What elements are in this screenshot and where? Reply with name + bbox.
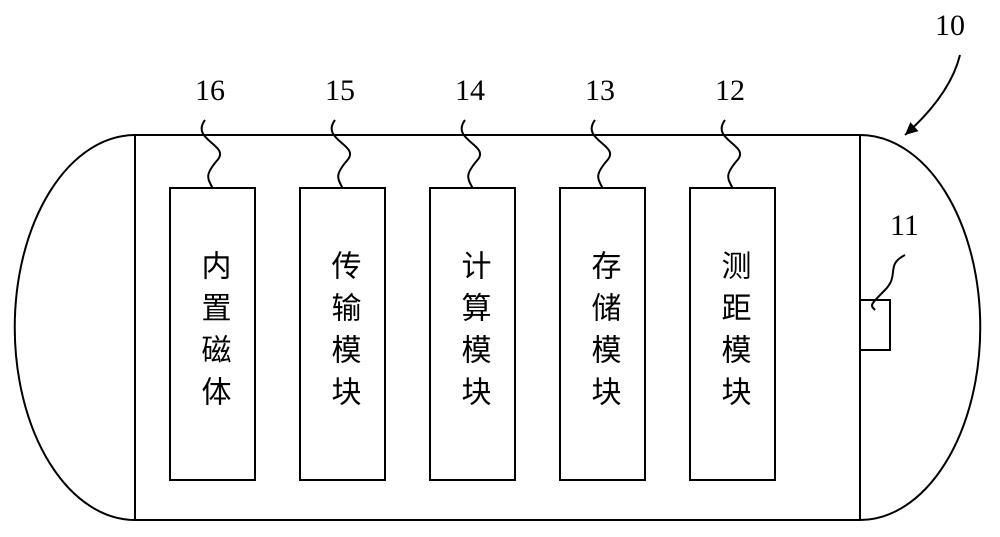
callout-num-m12: 12 xyxy=(715,74,745,107)
module-label-text-m13: 存储模块 xyxy=(588,250,618,418)
callout-arrow-10-line xyxy=(905,55,960,135)
callout-num-m14: 14 xyxy=(455,74,485,107)
callout-num-11: 11 xyxy=(890,209,919,242)
callout-num-m16: 16 xyxy=(195,74,225,107)
notch-11 xyxy=(860,300,890,350)
callout-squiggle-m12 xyxy=(722,120,740,188)
callout-num-m15: 15 xyxy=(325,74,355,107)
module-label-text-m14: 计算模块 xyxy=(458,250,488,418)
module-label-m14: 计算模块 xyxy=(430,188,515,480)
callout-squiggle-11 xyxy=(872,255,905,310)
callout-squiggle-m15 xyxy=(332,120,350,188)
callout-squiggle-m16 xyxy=(202,120,220,188)
module-label-m15: 传输模块 xyxy=(300,188,385,480)
module-label-text-m16: 内置磁体 xyxy=(198,250,228,418)
capsule-diagram: 内置磁体 16 传输模块 15 计算模块 14 存储模块 13 测距模块 12 10 11 xyxy=(0,0,1000,537)
module-label-text-m12: 测距模块 xyxy=(718,250,748,418)
module-label-m12: 测距模块 xyxy=(690,188,775,480)
callout-num-m13: 13 xyxy=(585,74,615,107)
module-label-m16: 内置磁体 xyxy=(170,188,255,480)
module-label-m13: 存储模块 xyxy=(560,188,645,480)
callout-squiggle-m14 xyxy=(462,120,480,188)
module-label-text-m15: 传输模块 xyxy=(328,250,358,418)
callout-num-10: 10 xyxy=(935,9,965,42)
callout-squiggle-m13 xyxy=(592,120,610,188)
